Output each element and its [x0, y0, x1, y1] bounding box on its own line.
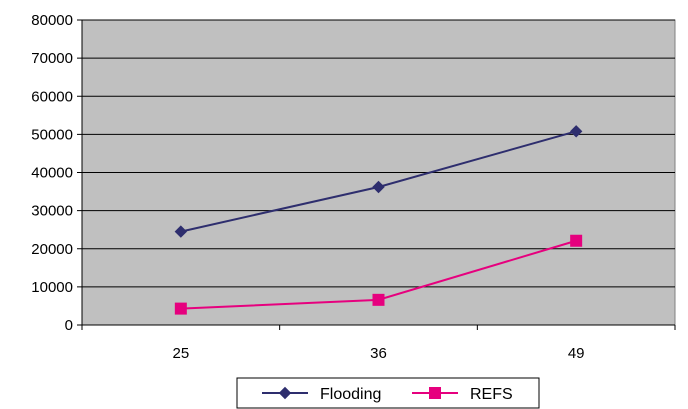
refs-data-point: [570, 234, 583, 247]
x-tick-label: 25: [172, 345, 189, 362]
gridlines: [82, 19, 675, 288]
y-tick-label: 80000: [31, 12, 73, 29]
refs-data-point: [174, 302, 187, 315]
axes: [77, 19, 676, 330]
legend-refs-marker: [429, 387, 441, 399]
x-tick-label: 49: [568, 345, 585, 362]
refs-data-point: [372, 293, 385, 306]
y-tick-label: 20000: [31, 241, 73, 258]
legend-refs-label: REFS: [470, 386, 513, 403]
y-tick-label: 0: [65, 317, 73, 334]
flooding-data-point: [569, 125, 583, 138]
y-tick-label: 60000: [31, 88, 73, 105]
y-tick-label: 50000: [31, 126, 73, 143]
y-tick-label: 40000: [31, 165, 73, 182]
x-tick-labels: 25 36 49: [172, 345, 584, 362]
x-tick-label: 36: [370, 345, 387, 362]
flooding-data-point: [372, 180, 385, 194]
legend-flooding-label: Flooding: [320, 386, 381, 403]
legend: Flooding REFS: [236, 377, 540, 409]
flooding-data-point: [174, 225, 188, 238]
y-tick-label: 30000: [31, 203, 73, 220]
y-tick-label: 70000: [31, 50, 73, 67]
y-tick-labels: 0 10000 20000 30000 40000 50000 60000 70000 8000…: [31, 12, 73, 334]
series-group: [174, 125, 583, 315]
legend-flooding-marker: [278, 386, 292, 400]
y-tick-label: 10000: [31, 279, 73, 296]
